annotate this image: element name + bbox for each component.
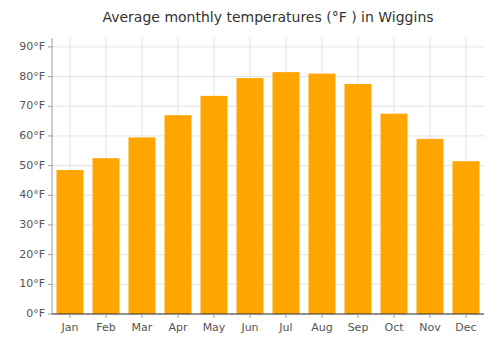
- y-tick: [48, 76, 52, 77]
- x-tick-label: May: [203, 321, 226, 334]
- y-tick-label: 60°F: [19, 129, 45, 142]
- bar: [309, 74, 336, 314]
- y-tick: [48, 314, 52, 315]
- chart: 0°F 10°F 20°F 30°F 40°F 50°F 60°F 70°F 80°F 90°F J…: [0, 0, 500, 350]
- x-tick-label: Apr: [168, 321, 188, 334]
- bars: [57, 72, 480, 314]
- y-tick: [48, 254, 52, 255]
- y-tick: [48, 135, 52, 136]
- x-tick-label: Jun: [240, 321, 258, 334]
- bar: [381, 114, 408, 314]
- y-grid-line: [52, 135, 484, 136]
- y-tick-label: 30°F: [19, 218, 45, 231]
- y-grid-line: [52, 106, 484, 107]
- x-tick: [286, 314, 287, 318]
- y-tick-label: 40°F: [19, 188, 45, 201]
- y-tick: [48, 195, 52, 196]
- bar: [93, 158, 120, 314]
- y-tick-label: 0°F: [26, 307, 45, 320]
- bar: [237, 78, 264, 314]
- bar: [273, 72, 300, 314]
- y-tick-label: 90°F: [19, 40, 45, 53]
- y-axis-line: [52, 38, 53, 314]
- axes: 0°F 10°F 20°F 30°F 40°F 50°F 60°F 70°F 80°F 90°F J…: [19, 38, 484, 334]
- grid: [52, 38, 484, 314]
- y-grid-line: [52, 76, 484, 77]
- y-tick: [48, 46, 52, 47]
- title: Average monthly temperatures (°F ) in Wi…: [102, 9, 433, 25]
- x-axis-line: [52, 314, 484, 315]
- bar: [453, 161, 480, 314]
- x-tick: [142, 314, 143, 318]
- x-tick-label: Sep: [348, 321, 369, 334]
- x-tick: [214, 314, 215, 318]
- x-tick: [466, 314, 467, 318]
- x-tick-label: Aug: [311, 321, 332, 334]
- y-grid-line: [52, 46, 484, 47]
- y-tick-label: 80°F: [19, 70, 45, 83]
- x-tick-label: Mar: [132, 321, 153, 334]
- x-tick-label: Feb: [96, 321, 115, 334]
- x-tick: [322, 314, 323, 318]
- x-tick: [70, 314, 71, 318]
- x-tick-label: Nov: [419, 321, 441, 334]
- x-tick: [106, 314, 107, 318]
- bar: [165, 115, 192, 314]
- bar: [417, 139, 444, 314]
- y-tick: [48, 106, 52, 107]
- y-tick-label: 10°F: [19, 277, 45, 290]
- x-tick-label: Jan: [61, 321, 79, 334]
- x-tick-label: Dec: [455, 321, 476, 334]
- x-tick: [358, 314, 359, 318]
- x-tick: [250, 314, 251, 318]
- x-tick-label: Oct: [384, 321, 404, 334]
- y-tick-label: 50°F: [19, 159, 45, 172]
- bar: [57, 170, 84, 314]
- y-tick-label: 70°F: [19, 99, 45, 112]
- y-tick-label: 20°F: [19, 248, 45, 261]
- y-grid-line: [52, 314, 484, 315]
- y-tick: [48, 284, 52, 285]
- bar: [201, 96, 228, 314]
- x-tick: [430, 314, 431, 318]
- x-tick: [178, 314, 179, 318]
- y-tick: [48, 165, 52, 166]
- x-tick-label: Jul: [278, 321, 292, 334]
- x-tick: [394, 314, 395, 318]
- bar: [129, 137, 156, 314]
- y-tick: [48, 224, 52, 225]
- bar: [345, 84, 372, 314]
